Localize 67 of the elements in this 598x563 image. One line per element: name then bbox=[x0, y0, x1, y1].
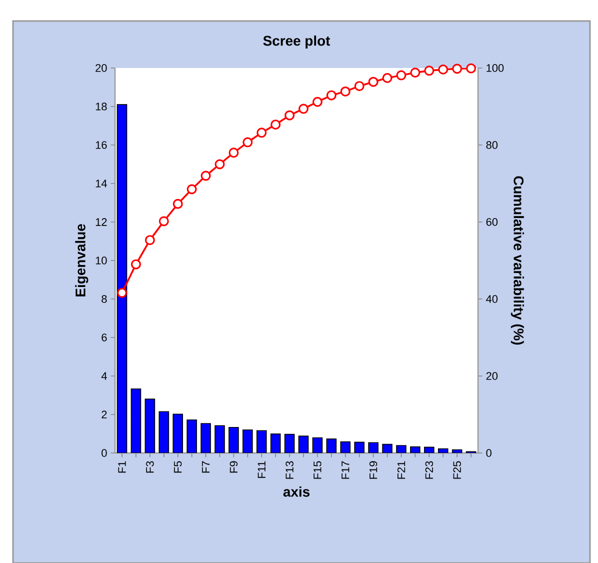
point bbox=[200, 170, 211, 181]
x-tick-label: F1 bbox=[118, 461, 126, 473]
y2-tick-label: 40 bbox=[486, 295, 498, 303]
y2-tick-label: 80 bbox=[486, 141, 498, 149]
bar bbox=[298, 436, 309, 453]
bar bbox=[270, 434, 281, 453]
bar bbox=[130, 388, 142, 453]
point bbox=[242, 137, 253, 148]
bar bbox=[284, 434, 295, 453]
point bbox=[424, 66, 434, 76]
x-tick-label: F13 bbox=[286, 461, 294, 479]
x-tick-label: F25 bbox=[453, 461, 461, 479]
point bbox=[382, 72, 392, 83]
x-tick-label: F11 bbox=[258, 461, 266, 478]
point bbox=[270, 120, 281, 130]
y2-tick-label: 60 bbox=[486, 218, 498, 226]
point bbox=[117, 288, 128, 298]
x-tick-label: F23 bbox=[425, 461, 434, 479]
x-tick-label: F21 bbox=[397, 461, 406, 479]
y-tick-label: 16 bbox=[96, 141, 107, 149]
x-axis-title: axis bbox=[283, 486, 310, 497]
y-axis-title: Eigenvalue bbox=[75, 224, 88, 296]
y-tick-label: 4 bbox=[101, 372, 107, 380]
point bbox=[172, 198, 183, 209]
y-tick-label: 18 bbox=[96, 102, 107, 110]
y-tick-label: 8 bbox=[102, 295, 107, 303]
x-tick-label: F19 bbox=[369, 461, 378, 479]
y2-axis-title: Cumulative variability (%) bbox=[510, 176, 524, 345]
y-tick-label: 0 bbox=[102, 449, 107, 457]
point bbox=[256, 128, 267, 138]
point bbox=[368, 76, 378, 87]
y2-tick-label: 20 bbox=[486, 372, 498, 380]
bar bbox=[312, 437, 323, 453]
y2-tick-label: 0 bbox=[486, 449, 492, 457]
point bbox=[298, 104, 309, 114]
bar bbox=[116, 104, 128, 453]
point bbox=[144, 235, 155, 246]
chart-title: Scree plot bbox=[263, 35, 330, 48]
point bbox=[340, 86, 350, 96]
point bbox=[228, 148, 239, 158]
x-tick-label: F3 bbox=[146, 461, 154, 473]
point bbox=[396, 70, 406, 80]
y-tick-label: 6 bbox=[102, 334, 107, 342]
y2-tick-label: 100 bbox=[486, 64, 504, 72]
x-tick-label: F5 bbox=[174, 461, 182, 473]
point bbox=[438, 64, 448, 75]
point bbox=[284, 110, 295, 120]
x-tick-label: F15 bbox=[314, 461, 322, 479]
point bbox=[158, 216, 169, 226]
point bbox=[354, 81, 364, 92]
point bbox=[326, 90, 336, 100]
point bbox=[466, 63, 476, 74]
x-tick-label: F17 bbox=[342, 461, 350, 479]
y-tick-label: 14 bbox=[96, 180, 107, 188]
point bbox=[312, 96, 322, 107]
point bbox=[452, 64, 462, 74]
bar bbox=[144, 398, 156, 453]
y-tick-label: 12 bbox=[96, 218, 107, 226]
y-tick-label: 10 bbox=[96, 256, 107, 264]
x-tick-label: F9 bbox=[230, 461, 238, 473]
point bbox=[130, 259, 141, 270]
point bbox=[214, 159, 225, 170]
y-tick-label: 20 bbox=[96, 64, 107, 72]
y-tick-label: 2 bbox=[102, 410, 107, 418]
point bbox=[410, 68, 420, 78]
point bbox=[186, 184, 197, 194]
x-tick-label: F7 bbox=[202, 461, 210, 473]
